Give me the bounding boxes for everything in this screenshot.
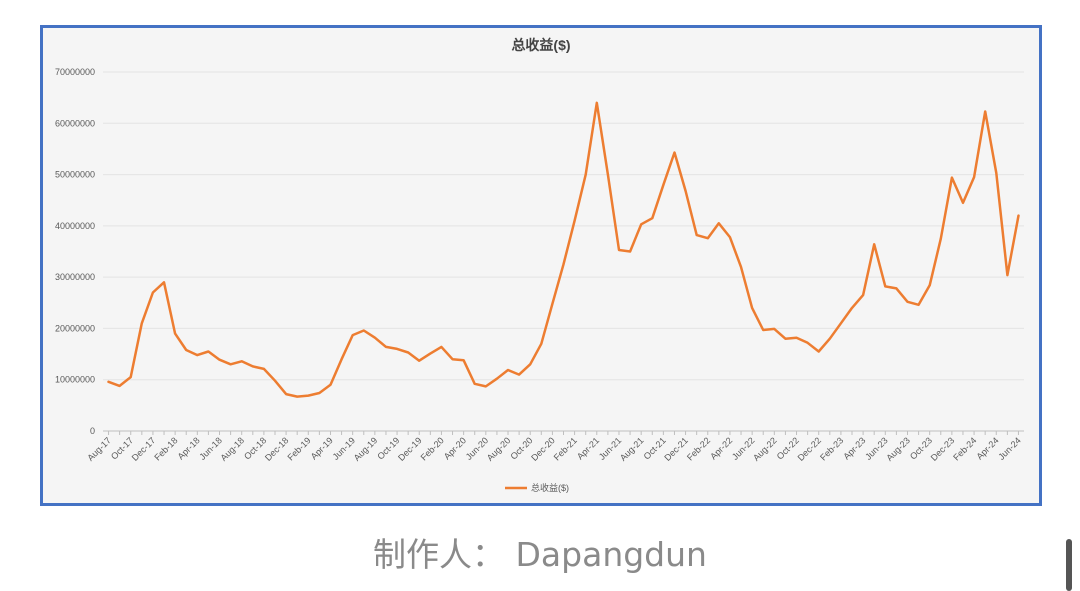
x-tick-label: Aug-22	[751, 435, 779, 463]
x-tick-label: Apr-23	[841, 435, 867, 461]
x-tick-label: Dec-19	[396, 435, 424, 463]
y-tick-label: 60000000	[55, 118, 95, 128]
x-tick-label: Dec-20	[529, 435, 557, 463]
x-tick-label: Feb-19	[285, 435, 312, 462]
x-tick-label: Jun-24	[996, 435, 1023, 462]
legend-label: 总收益($)	[531, 482, 569, 493]
x-tick-label: Aug-21	[618, 435, 646, 463]
y-tick-label: 30000000	[55, 272, 95, 282]
x-tick-label: Aug-17	[85, 435, 113, 463]
chart-container: 总收益($) 0 10000000 20000000 30000000 40000000…	[40, 25, 1042, 506]
chart-legend: 总收益($)	[505, 482, 569, 493]
author-credit: 制作人： Dapangdun	[373, 535, 707, 574]
x-tick-label: Dec-17	[130, 435, 158, 463]
x-tick-label: Apr-21	[575, 435, 601, 461]
x-tick-label: Dec-22	[796, 435, 824, 463]
line-chart: 总收益($) 0 10000000 20000000 30000000 40000000…	[55, 37, 1024, 493]
x-tick-label: Aug-18	[219, 435, 247, 463]
x-tick-label: Dec-18	[263, 435, 291, 463]
x-tick-label: Apr-19	[309, 435, 335, 461]
x-tick-label: Aug-23	[884, 435, 912, 463]
y-tick-label: 50000000	[55, 170, 95, 180]
x-tick-label: Feb-24	[951, 435, 978, 462]
x-tick-label: Apr-24	[974, 435, 1000, 461]
y-tick-label: 10000000	[55, 375, 95, 385]
x-tick-label: Apr-20	[442, 435, 468, 461]
x-tick-label: Aug-20	[485, 435, 513, 463]
x-tick-label: Feb-18	[152, 435, 179, 462]
x-tick-label: Apr-22	[708, 435, 734, 461]
x-tick-label: Dec-21	[662, 435, 690, 463]
y-tick-label: 40000000	[55, 221, 95, 231]
y-tick-label: 70000000	[55, 67, 95, 77]
x-tick-label: Aug-19	[352, 435, 380, 463]
y-tick-label: 20000000	[55, 323, 95, 333]
x-tick-label: Feb-21	[552, 435, 579, 462]
x-tick-label: Apr-18	[176, 435, 202, 461]
chart-title: 总收益($)	[511, 37, 570, 53]
x-tick-label: Feb-23	[818, 435, 845, 462]
x-tick-label: Feb-22	[685, 435, 712, 462]
x-tick-label: Dec-23	[929, 435, 957, 463]
series-line	[107, 101, 1020, 398]
scroll-indicator[interactable]	[1066, 539, 1072, 591]
x-tick-label: Feb-20	[419, 435, 446, 462]
y-tick-label: 0	[90, 426, 95, 436]
